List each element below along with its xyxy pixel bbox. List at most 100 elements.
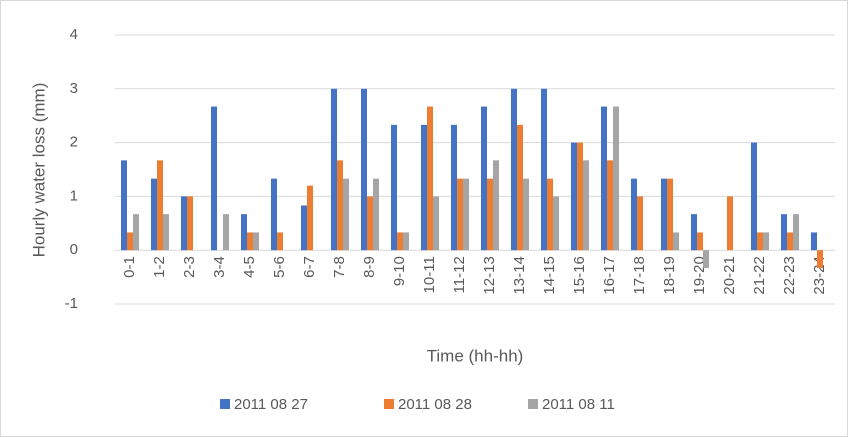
bar [547, 178, 553, 251]
x-tick-label: 14-15 [541, 256, 558, 294]
bar [817, 250, 823, 268]
bar [667, 178, 673, 251]
bar [403, 232, 409, 251]
bar [361, 88, 367, 251]
bar [397, 232, 403, 251]
x-tick-label: 12-13 [481, 256, 498, 294]
bar [163, 214, 169, 251]
bar [583, 160, 589, 251]
x-tick-label: 3-4 [211, 256, 228, 278]
x-tick-label: 10-11 [421, 256, 438, 293]
bar [673, 232, 679, 251]
bar [151, 178, 157, 251]
bar [703, 250, 709, 268]
bar [493, 160, 499, 251]
bar [157, 160, 163, 251]
bar [751, 142, 757, 251]
bar [487, 178, 493, 251]
bar [763, 232, 769, 251]
bar [451, 124, 457, 251]
bar [481, 106, 487, 251]
x-tick-label: 17-18 [631, 256, 648, 294]
bar [607, 160, 613, 251]
x-tick-label: 8-9 [361, 256, 378, 278]
bar [187, 196, 193, 251]
bar [523, 178, 529, 251]
y-tick-label: 0 [70, 241, 78, 258]
x-tick-label: 23-24 [811, 256, 828, 294]
bar [343, 178, 349, 251]
x-tick-label: 22-23 [781, 256, 798, 294]
bar [433, 196, 439, 251]
bar [253, 232, 259, 251]
bar [181, 196, 187, 251]
bar [577, 142, 583, 251]
x-tick-label: 13-14 [511, 256, 528, 294]
bar [541, 88, 547, 251]
x-tick-label: 0-1 [121, 256, 138, 278]
bar [133, 214, 139, 251]
x-tick-label: 15-16 [571, 256, 588, 294]
bar [511, 88, 517, 251]
x-tick-label: 16-17 [601, 256, 618, 294]
bar [307, 185, 313, 251]
x-tick-label: 7-8 [331, 256, 348, 278]
bar [637, 196, 643, 251]
y-tick-label: 2 [70, 134, 78, 151]
bar [427, 106, 433, 251]
bar [601, 106, 607, 251]
x-tick-label: 4-5 [241, 256, 258, 278]
legend-swatch [220, 399, 230, 409]
bar [613, 106, 619, 251]
bar [127, 232, 133, 251]
bar [421, 124, 427, 251]
bar [553, 196, 559, 251]
legend-label: 2011 08 27 [234, 396, 308, 413]
bar [463, 178, 469, 251]
x-tick-label: 18-19 [661, 256, 678, 294]
bar [781, 214, 787, 251]
bar [331, 88, 337, 251]
y-tick-label: 4 [70, 26, 78, 43]
bar [793, 214, 799, 251]
y-axis-title: Hourly water loss (mm) [29, 83, 48, 258]
x-tick-label: 9-10 [391, 256, 408, 286]
bar [457, 178, 463, 251]
x-tick-label: 6-7 [301, 256, 318, 278]
bar [277, 232, 283, 251]
bar [631, 178, 637, 251]
bar [787, 232, 793, 251]
bar [571, 142, 577, 251]
legend-label: 2011 08 28 [398, 396, 472, 413]
bar [727, 196, 733, 251]
legend-label: 2011 08 11 [542, 396, 615, 413]
x-tick-label: 1-2 [151, 256, 168, 278]
bar [691, 214, 697, 251]
x-tick-label: 2-3 [181, 256, 198, 278]
bar [373, 178, 379, 251]
bar [301, 205, 307, 251]
bar [697, 232, 703, 251]
bar [241, 214, 247, 251]
x-tick-label: 5-6 [271, 256, 288, 278]
bar [337, 160, 343, 251]
bar [661, 178, 667, 251]
bar [121, 160, 127, 251]
y-tick-label: -1 [65, 295, 78, 312]
legend-swatch [528, 399, 538, 409]
bar [271, 178, 277, 251]
bar [811, 232, 817, 251]
x-axis-title: Time (hh-hh) [427, 346, 524, 365]
bar [247, 232, 253, 251]
y-tick-label: 1 [70, 187, 78, 204]
bar [391, 124, 397, 251]
x-tick-label: 20-21 [721, 256, 738, 294]
bar [757, 232, 763, 251]
bar [211, 106, 217, 251]
x-tick-label: 11-12 [451, 256, 468, 293]
bar [367, 196, 373, 251]
y-tick-label: 3 [70, 80, 78, 97]
bar [223, 214, 229, 251]
x-tick-label: 21-22 [751, 256, 768, 294]
